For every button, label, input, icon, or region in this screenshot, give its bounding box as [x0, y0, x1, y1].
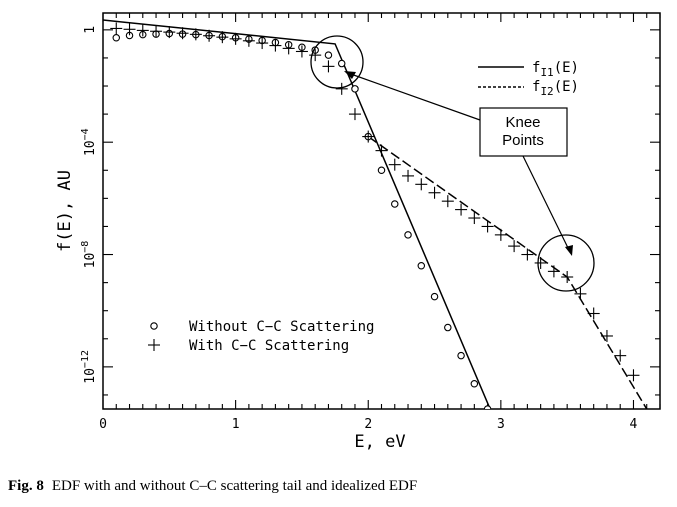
point-with-cc [468, 212, 481, 225]
point-with-cc [600, 329, 613, 342]
point-with-cc [362, 130, 375, 143]
point-with-cc [494, 228, 507, 241]
point-with-cc [189, 28, 202, 41]
x-tick-label: 2 [364, 417, 372, 432]
point-with-cc [309, 49, 322, 62]
point-with-cc [150, 25, 163, 38]
y-tick-label: 10−12 [80, 350, 98, 384]
point-without-cc [444, 323, 452, 332]
point-with-cc [229, 32, 242, 45]
point-with-cc [282, 42, 295, 55]
point-with-cc [136, 24, 149, 37]
point-with-cc [110, 22, 123, 35]
y-tick-label: 10−8 [80, 241, 98, 269]
legend-circle-marker [150, 322, 158, 330]
svg-text:10−8: 10−8 [80, 241, 98, 269]
knee-label-box [479, 107, 568, 157]
point-with-cc [388, 158, 401, 171]
caption-label: Fig. 8 [8, 478, 44, 494]
point-with-cc [455, 203, 468, 216]
x-tick-label: 4 [630, 417, 638, 432]
marker-legend: Without C−C Scattering With C−C Scatteri… [148, 319, 374, 354]
knee-label-line-1: Knee [505, 114, 540, 131]
svg-text:1: 1 [83, 26, 98, 34]
point-with-cc [348, 108, 361, 121]
point-with-cc [574, 287, 587, 300]
y-tick-label: 1 [83, 26, 98, 34]
point-without-cc [337, 59, 346, 68]
point-without-cc [430, 292, 439, 301]
point-without-cc [457, 351, 465, 360]
knee-arrow-1 [347, 72, 481, 121]
point-with-cc [547, 265, 560, 278]
point-without-cc [391, 200, 399, 208]
markers [110, 22, 640, 409]
point-with-cc [242, 34, 255, 47]
curve-dashed [367, 135, 648, 409]
knee-circle-1 [310, 35, 364, 89]
point-with-cc [587, 307, 600, 320]
svg-text:10−4: 10−4 [80, 128, 98, 156]
point-with-cc [441, 195, 454, 208]
curve-solid [103, 19, 491, 409]
x-tick-labels: 0 1 2 3 4 [99, 417, 637, 432]
point-with-cc [256, 37, 269, 50]
y-tick-label: 10−4 [80, 128, 98, 156]
legend-plus-marker [148, 339, 160, 351]
point-with-cc [322, 60, 335, 73]
line-legend: fI1(E) fI2(E) [478, 60, 579, 98]
knee-circle-2 [537, 234, 595, 292]
knee-arrow-2 [522, 155, 571, 253]
point-without-cc [470, 379, 479, 388]
point-with-cc [163, 26, 176, 39]
point-with-cc [428, 186, 441, 199]
knee-label-line-2: Points [502, 132, 544, 149]
legend-without-label: Without C−C Scattering [189, 319, 374, 335]
point-with-cc [508, 240, 521, 253]
point-with-cc [123, 23, 136, 36]
caption-text: EDF with and without C–C scattering tail… [51, 478, 418, 494]
y-tick-labels: 1 10−4 10−8 10−12 [80, 26, 98, 384]
point-with-cc [176, 27, 189, 40]
knee-arrowhead-2 [565, 245, 573, 256]
x-tick-label: 0 [99, 417, 107, 432]
point-with-cc [203, 29, 216, 42]
point-without-cc [483, 405, 492, 409]
point-with-cc [481, 220, 494, 233]
point-with-cc [335, 82, 348, 95]
knee-annotation: Knee Points [310, 35, 595, 292]
point-without-cc [417, 262, 426, 270]
figure-caption: Fig. 8 EDF with and without C–C scatterin… [8, 478, 417, 495]
point-with-cc [216, 31, 229, 44]
point-with-cc [415, 178, 428, 191]
point-without-cc [404, 231, 412, 239]
point-with-cc [269, 39, 282, 52]
point-with-cc [561, 271, 574, 283]
point-with-cc [534, 256, 547, 269]
point-without-cc [377, 166, 386, 175]
point-with-cc [521, 248, 534, 261]
x-tick-label: 3 [497, 417, 505, 432]
knee-arrowhead-1 [344, 71, 356, 79]
y-axis-title: f(E), AU [55, 170, 75, 252]
legend-label-2: fI2(E) [532, 79, 579, 98]
point-with-cc [627, 369, 640, 382]
svg-text:10−12: 10−12 [80, 350, 98, 384]
point-with-cc [295, 45, 308, 58]
x-tick-label: 1 [232, 417, 240, 432]
legend-with-label: With C−C Scattering [189, 338, 349, 354]
point-without-cc [324, 51, 333, 59]
x-axis-title: E, eV [354, 432, 405, 452]
point-with-cc [375, 144, 388, 157]
point-with-cc [614, 349, 627, 362]
point-without-cc [351, 85, 359, 93]
point-with-cc [402, 169, 415, 182]
legend-label-1: fI1(E) [532, 60, 579, 79]
y-ticks [103, 29, 660, 396]
point-without-cc [112, 33, 121, 42]
